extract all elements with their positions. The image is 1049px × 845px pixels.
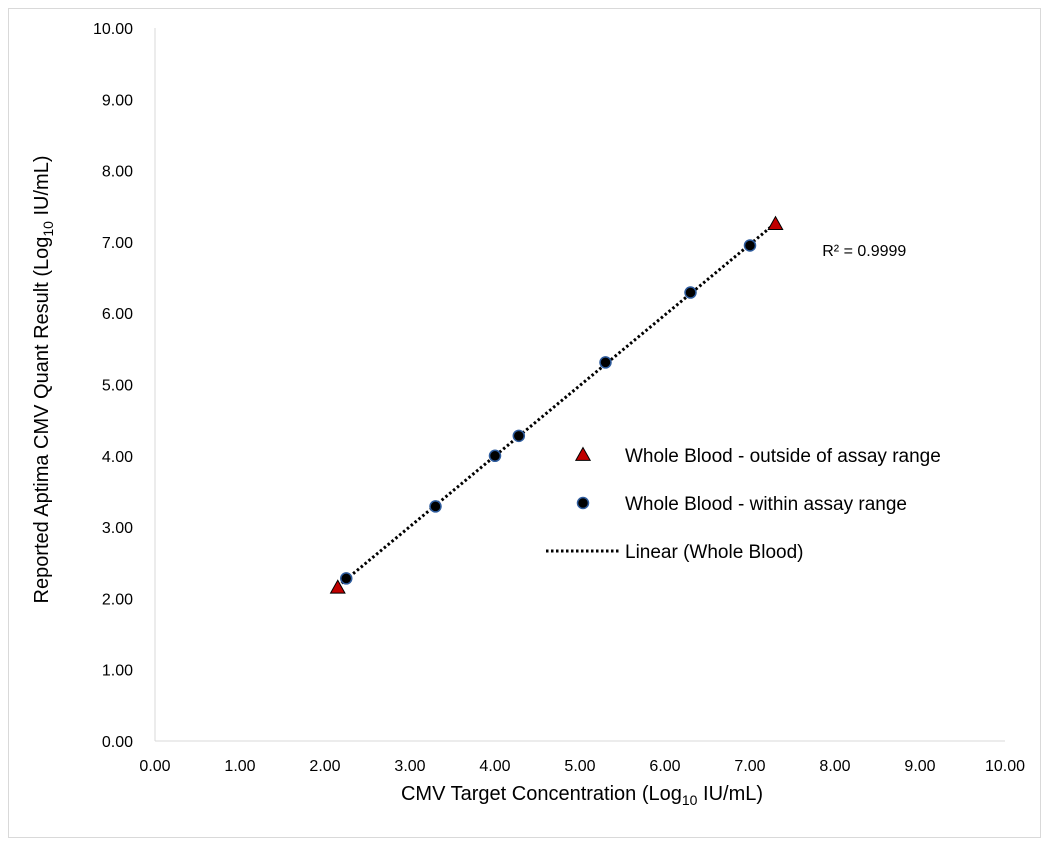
trendline bbox=[336, 221, 777, 588]
y-tick-label: 3.00 bbox=[102, 520, 133, 537]
y-tick-label: 9.00 bbox=[102, 92, 133, 109]
y-tick-label: 5.00 bbox=[102, 378, 133, 395]
x-tick-label: 6.00 bbox=[649, 758, 680, 775]
data-point-within-range bbox=[340, 572, 353, 585]
y-tick-label: 1.00 bbox=[102, 663, 133, 680]
data-point-outside-range bbox=[329, 579, 346, 594]
r-squared-label: R² = 0.9999 bbox=[822, 243, 906, 260]
y-tick-label: 0.00 bbox=[102, 734, 133, 751]
x-axis-title: CMV Target Concentration (Log10 IU/mL) bbox=[401, 783, 763, 808]
x-tick-label: 5.00 bbox=[564, 758, 595, 775]
x-tick-label: 3.00 bbox=[394, 758, 425, 775]
y-tick-label: 2.00 bbox=[102, 591, 133, 608]
y-axis-title: Reported Aptima CMV Quant Result (Log10 … bbox=[31, 156, 56, 604]
y-tick-label: 8.00 bbox=[102, 164, 133, 181]
x-tick-label: 10.00 bbox=[985, 758, 1025, 775]
x-tick-label: 4.00 bbox=[479, 758, 510, 775]
legend-label-outside-range: Whole Blood - outside of assay range bbox=[625, 446, 941, 467]
x-tick-label: 8.00 bbox=[819, 758, 850, 775]
legend-marker-within-range bbox=[576, 496, 590, 510]
data-point-within-range bbox=[512, 429, 526, 443]
x-tick-label: 7.00 bbox=[734, 758, 765, 775]
y-tick-label: 4.00 bbox=[102, 449, 133, 466]
x-tick-label: 9.00 bbox=[904, 758, 935, 775]
chart-frame bbox=[8, 8, 1041, 838]
legend-label-trendline: Linear (Whole Blood) bbox=[625, 542, 803, 563]
y-tick-label: 6.00 bbox=[102, 306, 133, 323]
x-tick-label: 0.00 bbox=[139, 758, 170, 775]
legend-label-within-range: Whole Blood - within assay range bbox=[625, 494, 907, 515]
legend-marker-outside-range bbox=[574, 446, 592, 461]
data-point-within-range bbox=[488, 449, 502, 463]
data-point-outside-range bbox=[767, 215, 784, 230]
data-point-within-range bbox=[743, 239, 757, 252]
data-point-within-range bbox=[429, 500, 442, 513]
x-tick-label: 1.00 bbox=[224, 758, 255, 775]
y-tick-label: 7.00 bbox=[102, 235, 133, 252]
data-point-within-range bbox=[684, 286, 697, 299]
x-tick-label: 2.00 bbox=[309, 758, 340, 775]
data-point-within-range bbox=[599, 356, 612, 369]
y-tick-label: 10.00 bbox=[93, 21, 133, 38]
